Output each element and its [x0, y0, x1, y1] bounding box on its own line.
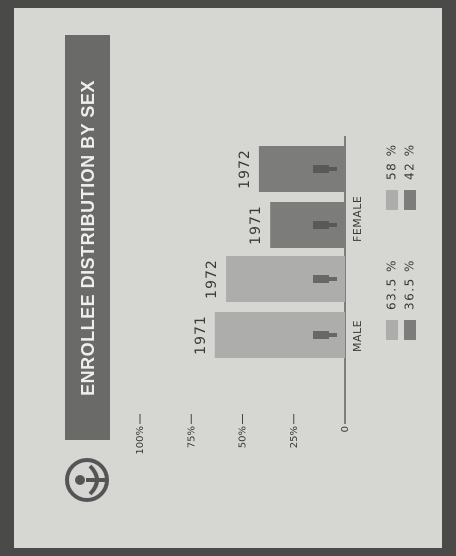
bar-year-label: 1972: [237, 149, 253, 189]
legend-swatch: [404, 320, 416, 340]
y-tick-label: 25%: [289, 426, 300, 448]
logo: [65, 458, 109, 502]
legend-value: 58 %: [385, 144, 399, 181]
group-label: MALE: [351, 320, 364, 352]
figure-icon: [313, 275, 337, 283]
y-tick-label: 0: [340, 426, 351, 432]
legend-swatch: [404, 190, 416, 210]
legend-value: 63.5 %: [385, 259, 399, 310]
legend-swatch: [386, 320, 398, 340]
figure-icon: [313, 331, 337, 339]
legend-swatch: [386, 190, 398, 210]
figure-icon: [313, 165, 337, 173]
bar: [258, 146, 345, 192]
bar-year-label: 1972: [204, 259, 220, 299]
legend-value: 42 %: [403, 144, 417, 181]
chart-title: ENROLLEE DISTRIBUTION BY SEX: [78, 80, 98, 396]
bar-year-label: 1971: [193, 315, 209, 355]
bar: [226, 256, 346, 302]
legend-value: 36.5 %: [403, 259, 417, 310]
bar: [214, 312, 345, 358]
y-tick-label: 50%: [238, 426, 249, 448]
figure-icon: [313, 221, 337, 229]
chart: ENROLLEE DISTRIBUTION BY SEX 0 25% 50% 75% 1…: [65, 35, 417, 502]
group-label: FEMALE: [351, 196, 364, 242]
y-tick-label: 75%: [186, 426, 197, 448]
title-banner: [65, 35, 110, 440]
y-tick-label: 100%: [135, 426, 146, 455]
bar-year-label: 1971: [248, 205, 264, 245]
bar: [270, 202, 345, 248]
